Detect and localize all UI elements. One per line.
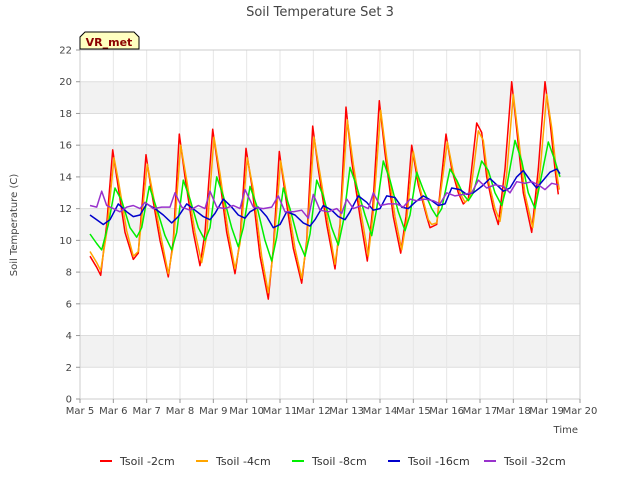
x-axis-label: Time	[553, 425, 578, 436]
vr-met-badge: VR_met	[79, 31, 140, 50]
plot-band	[80, 272, 580, 304]
y-tick-label: 22	[59, 46, 72, 57]
plot-bands	[80, 81, 580, 368]
legend: Tsoil -2cm Tsoil -4cm Tsoil -8cm Tsoil -16c…	[100, 455, 566, 468]
chart-title: Soil Temperature Set 3	[246, 5, 394, 20]
x-tick-label: Mar 15	[396, 406, 431, 417]
plot-frame	[79, 49, 581, 400]
x-tick-label: Mar 16	[429, 406, 464, 417]
x-tick-label: Mar 6	[99, 406, 127, 417]
legend-label: Tsoil -2cm	[119, 455, 175, 468]
x-tick-label: Mar 17	[463, 406, 498, 417]
plot-band	[80, 81, 580, 114]
x-tick-label: Mar 20	[563, 406, 598, 417]
legend-label: Tsoil -4cm	[215, 455, 271, 468]
x-tick-label: Mar 19	[529, 406, 564, 417]
y-tick-label: 4	[66, 331, 72, 342]
legend-item: Tsoil -4cm	[196, 455, 271, 468]
y-axis-label: Soil Temperature (C)	[9, 174, 20, 277]
y-tick-label: 10	[59, 236, 72, 247]
x-tick-label: Mar 12	[296, 406, 331, 417]
x-tick-label: Mar 9	[199, 406, 227, 417]
y-tick-label: 16	[59, 141, 72, 152]
x-tick-label: Mar 11	[263, 406, 298, 417]
legend-label: Tsoil -16cm	[407, 455, 470, 468]
x-tick-label: Mar 13	[329, 406, 364, 417]
y-tick-label: 18	[59, 109, 72, 120]
series-line-tsoil-32cm	[89, 179, 559, 219]
x-tick-label: Mar 10	[229, 406, 264, 417]
y-tick-label: 20	[59, 77, 72, 88]
legend-item: Tsoil -16cm	[388, 455, 470, 468]
x-tick-label: Mar 5	[66, 406, 94, 417]
y-tick-label: 0	[66, 395, 72, 406]
series-line-tsoil-4cm	[89, 93, 561, 294]
y-tick-label: 12	[59, 204, 72, 215]
legend-label: Tsoil -32cm	[503, 455, 566, 468]
plot-band	[80, 335, 580, 368]
y-axis-ticks: 0 2 4 6 8 10 12 14 16 18 20 22	[59, 46, 80, 406]
x-tick-label: Mar 7	[132, 406, 160, 417]
legend-item: Tsoil -32cm	[484, 455, 566, 468]
badge-box	[79, 31, 140, 50]
series-layer	[89, 80, 561, 300]
x-tick-label: Mar 18	[496, 406, 531, 417]
legend-item: Tsoil -8cm	[292, 455, 367, 468]
y-tick-label: 2	[66, 363, 72, 374]
badge-text: VR_met	[86, 36, 133, 49]
plot-band	[80, 145, 580, 177]
x-tick-label: Mar 14	[363, 406, 398, 417]
y-tick-label: 14	[59, 172, 72, 183]
y-tick-label: 8	[66, 268, 72, 279]
series-line-tsoil-2cm	[89, 80, 560, 300]
y-tick-label: 6	[66, 299, 72, 310]
legend-label: Tsoil -8cm	[311, 455, 367, 468]
legend-item: Tsoil -2cm	[100, 455, 175, 468]
x-tick-label: Mar 8	[166, 406, 194, 417]
